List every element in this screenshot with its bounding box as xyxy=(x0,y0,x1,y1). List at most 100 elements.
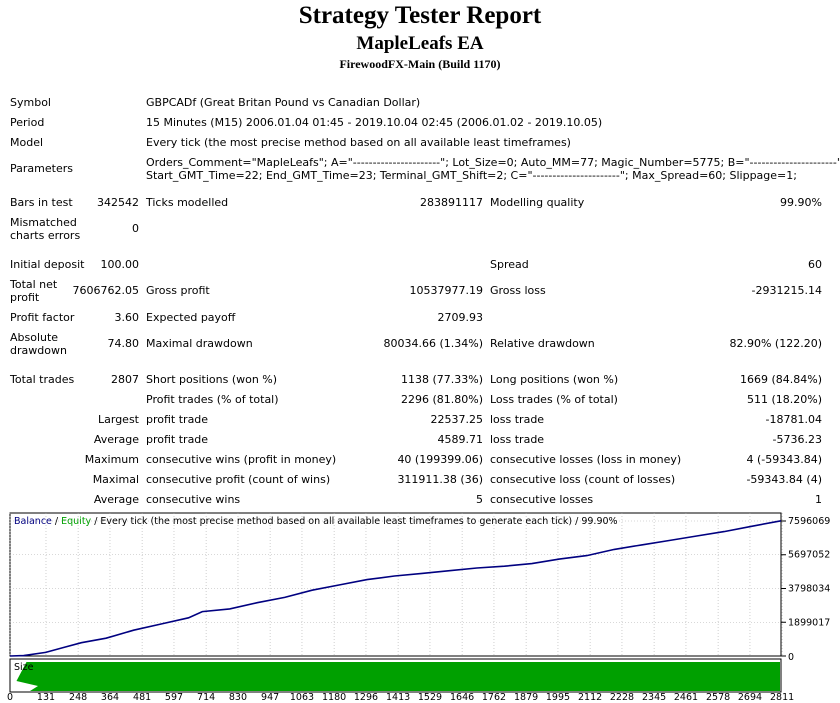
x-tick-label: 248 xyxy=(69,692,87,703)
report-title: Strategy Tester Report xyxy=(298,2,542,29)
size-label: Size xyxy=(14,662,34,673)
largest-loss-label: loss trade xyxy=(490,413,545,426)
largest-profit-label: profit trade xyxy=(146,413,209,426)
x-tick-label: 947 xyxy=(261,692,279,703)
y-axis-ticks: 7596069 5697052 3798034 1899017 0 xyxy=(781,516,830,663)
server-name: FirewoodFX-Main (Build 1170) xyxy=(339,57,501,71)
largest-profit-value: 22537.25 xyxy=(430,413,484,426)
legend-balance: Balance xyxy=(14,516,52,527)
average-loss-value: -5736.23 xyxy=(772,433,822,446)
x-tick-label: 2228 xyxy=(610,692,634,703)
ticks-label: Ticks modelled xyxy=(146,196,229,209)
long-value: 1669 (84.84%) xyxy=(739,373,822,386)
y-tick-label: 7596069 xyxy=(788,516,830,527)
parameters-line-2: Start_GMT_Time=22; End_GMT_Time=23; Term… xyxy=(146,169,797,182)
quality-value: 99.90% xyxy=(780,196,822,209)
max-losses-value: 4 (-59343.84) xyxy=(746,453,822,466)
pf-value: 3.60 xyxy=(114,311,140,324)
maxdd-value: 80034.66 (1.34%) xyxy=(383,337,483,350)
symbol-value: GBPCADf (Great Britan Pound vs Canadian … xyxy=(146,96,421,109)
trades-label: Total trades xyxy=(10,373,75,386)
largest-label: Largest xyxy=(98,413,139,426)
x-tick-label: 0 xyxy=(7,692,13,703)
average-label: Average xyxy=(93,433,139,446)
pt-value: 2296 (81.80%) xyxy=(400,393,483,406)
avgc-losses-label: consecutive losses xyxy=(490,493,594,506)
short-label: Short positions (won %) xyxy=(146,373,278,386)
period-label: Period xyxy=(10,116,45,129)
x-tick-label: 481 xyxy=(133,692,151,703)
avgc-wins-value: 5 xyxy=(476,493,483,506)
x-tick-label: 714 xyxy=(197,692,215,703)
x-tick-label: 2345 xyxy=(642,692,666,703)
x-tick-label: 1879 xyxy=(514,692,538,703)
x-tick-label: 2112 xyxy=(578,692,602,703)
pt-label: Profit trades (% of total) xyxy=(146,393,279,406)
avgc-label: Average xyxy=(93,493,139,506)
grossprofit-label: Gross profit xyxy=(146,284,210,297)
x-tick-label: 2461 xyxy=(674,692,698,703)
pf-label: Profit factor xyxy=(10,311,75,324)
legend-separator: / xyxy=(52,516,61,527)
bars-label: Bars in test xyxy=(10,196,73,209)
x-tick-label: 1762 xyxy=(482,692,506,703)
trades-value: 2807 xyxy=(111,373,139,386)
period-value: 15 Minutes (M15) 2006.01.04 01:45 - 2019… xyxy=(146,116,603,129)
x-tick-label: 1180 xyxy=(322,692,346,703)
x-tick-label: 1296 xyxy=(354,692,378,703)
x-tick-label: 830 xyxy=(229,692,247,703)
max-wins-label: consecutive wins (profit in money) xyxy=(146,453,337,466)
payoff-value: 2709.93 xyxy=(437,311,484,324)
ticks-value: 283891117 xyxy=(420,196,483,209)
x-tick-label: 364 xyxy=(101,692,119,703)
balance-chart: Balance / Equity / Every tick (the most … xyxy=(7,512,830,703)
avgc-losses-value: 1 xyxy=(815,493,822,506)
model-value: Every tick (the most precise method base… xyxy=(146,136,571,149)
grossloss-value: -2931215.14 xyxy=(751,284,822,297)
reldd-label: Relative drawdown xyxy=(490,337,595,350)
largest-loss-value: -18781.04 xyxy=(765,413,822,426)
deposit-value: 100.00 xyxy=(100,258,140,271)
x-tick-label: 2694 xyxy=(738,692,762,703)
average-profit-value: 4589.71 xyxy=(437,433,484,446)
mismatch-label: Mismatched charts errors xyxy=(10,216,81,242)
x-tick-label: 131 xyxy=(37,692,55,703)
spread-label: Spread xyxy=(490,258,529,271)
long-label: Long positions (won %) xyxy=(490,373,619,386)
y-tick-label: 5697052 xyxy=(788,550,830,561)
lt-value: 511 (18.20%) xyxy=(746,393,822,406)
x-tick-label: 1063 xyxy=(290,692,314,703)
chart-legend: Balance / Equity / Every tick (the most … xyxy=(14,516,618,527)
parameters-line-1: Orders_Comment="MapleLeafs"; A="--------… xyxy=(146,156,840,169)
x-tick-label: 2578 xyxy=(706,692,730,703)
x-tick-label: 1529 xyxy=(418,692,442,703)
x-tick-label: 1995 xyxy=(546,692,570,703)
absdd-label: Absolute drawdown xyxy=(10,331,67,357)
average-profit-label: profit trade xyxy=(146,433,209,446)
grossloss-label: Gross loss xyxy=(490,284,546,297)
maximal-loss-value: -59343.84 (4) xyxy=(746,473,822,486)
maximal-loss-label: consecutive loss (count of losses) xyxy=(490,473,676,486)
absdd-value: 74.80 xyxy=(107,337,140,350)
x-tick-label: 2811 xyxy=(770,692,794,703)
lt-label: Loss trades (% of total) xyxy=(490,393,618,406)
netprofit-label: Total net profit xyxy=(10,278,58,304)
spread-value: 60 xyxy=(808,258,822,271)
x-axis-ticks: 0 131 248 364 481 597 714 830 947 1063 1180 1296 141… xyxy=(7,692,794,703)
maxdd-label: Maximal drawdown xyxy=(146,337,253,350)
maximal-profit-label: consecutive profit (count of wins) xyxy=(146,473,331,486)
maximum-label: Maximum xyxy=(84,453,139,466)
y-tick-label: 1899017 xyxy=(788,617,830,628)
model-label: Model xyxy=(10,136,44,149)
max-wins-value: 40 (199399.06) xyxy=(397,453,483,466)
legend-description: / Every tick (the most precise method ba… xyxy=(91,516,617,527)
parameters-label: Parameters xyxy=(10,162,73,175)
short-value: 1138 (77.33%) xyxy=(400,373,483,386)
legend-equity: Equity xyxy=(61,516,91,527)
symbol-label: Symbol xyxy=(10,96,51,109)
chart-plot-area xyxy=(9,512,782,657)
chart-grid xyxy=(9,513,783,656)
maximal-label: Maximal xyxy=(92,473,139,486)
bars-value: 342542 xyxy=(97,196,139,209)
x-tick-label: 597 xyxy=(165,692,183,703)
